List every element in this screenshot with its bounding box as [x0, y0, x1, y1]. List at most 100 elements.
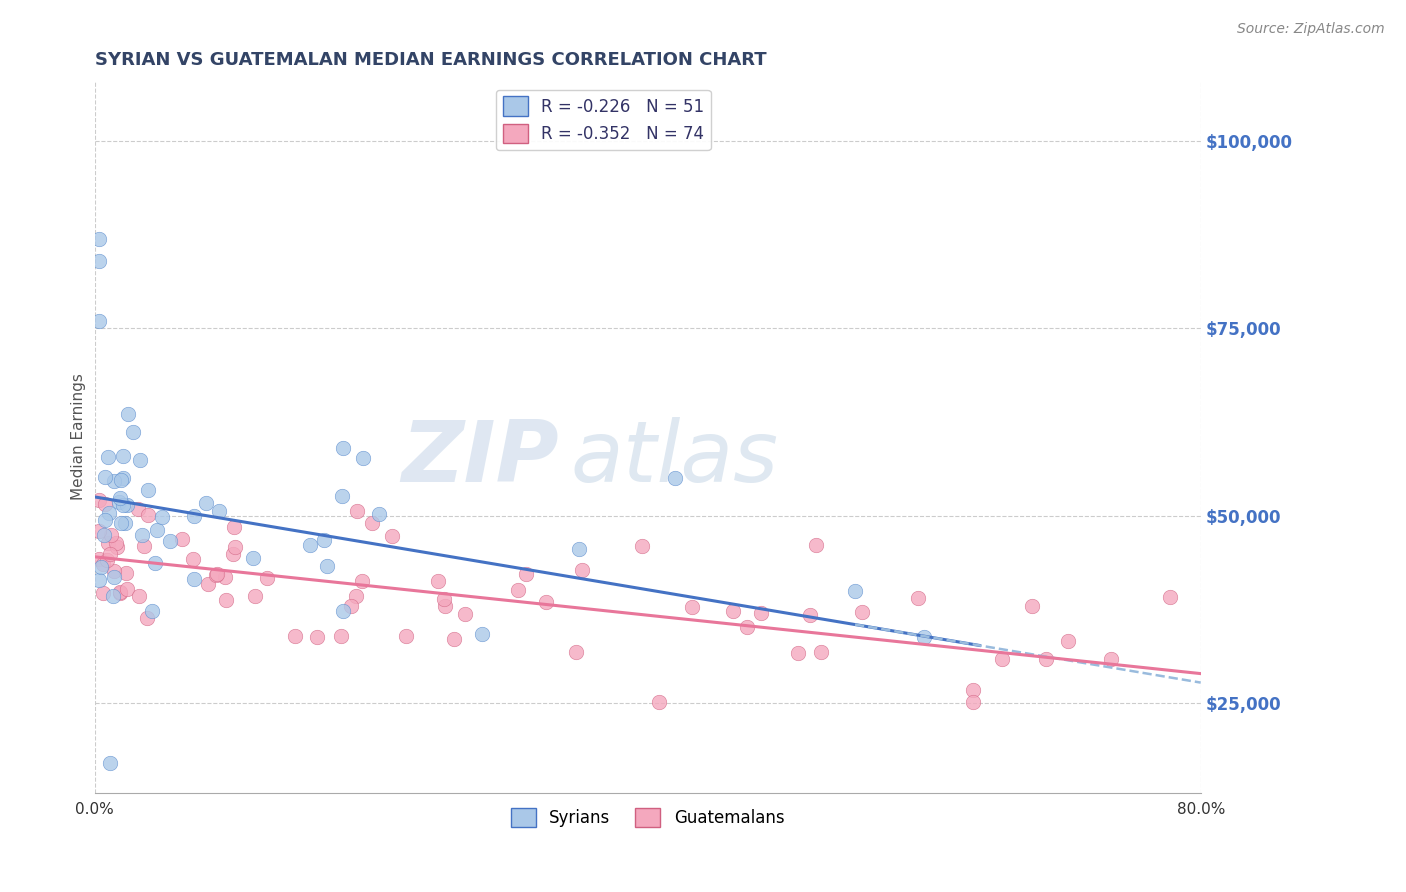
Point: [305, 630, 328, 644]
Point: [332, 604, 354, 618]
Point: [170, 532, 193, 546]
Point: [108, 585, 131, 599]
Point: [136, 508, 159, 522]
Point: [100, 527, 122, 541]
Point: [284, 629, 307, 643]
Point: [115, 498, 138, 512]
Point: [1159, 590, 1181, 604]
Point: [786, 646, 808, 660]
Point: [962, 695, 984, 709]
Point: [183, 573, 205, 587]
Point: [454, 607, 477, 621]
Point: [962, 682, 984, 697]
Point: [395, 629, 418, 643]
Point: [749, 606, 772, 620]
Point: [991, 652, 1014, 666]
Point: [534, 595, 557, 609]
Point: [664, 471, 686, 485]
Point: [114, 566, 136, 581]
Point: [159, 533, 181, 548]
Point: [299, 538, 322, 552]
Point: [433, 592, 456, 607]
Point: [103, 570, 125, 584]
Point: [330, 489, 353, 503]
Point: [567, 541, 589, 556]
Point: [1035, 652, 1057, 666]
Point: [208, 503, 231, 517]
Point: [150, 510, 173, 524]
Point: [121, 425, 143, 439]
Point: [197, 576, 219, 591]
Legend: Syrians, Guatemalans: Syrians, Guatemalans: [505, 802, 792, 834]
Point: [647, 696, 669, 710]
Point: [94, 497, 117, 511]
Point: [87, 231, 110, 245]
Point: [330, 628, 353, 642]
Point: [215, 593, 238, 607]
Point: [127, 502, 149, 516]
Point: [97, 536, 120, 550]
Point: [98, 756, 121, 770]
Point: [735, 620, 758, 634]
Point: [1099, 652, 1122, 666]
Point: [1056, 634, 1078, 648]
Point: [515, 567, 537, 582]
Point: [104, 536, 127, 550]
Point: [471, 627, 494, 641]
Point: [131, 528, 153, 542]
Point: [224, 519, 246, 533]
Point: [114, 516, 136, 530]
Y-axis label: Median Earnings: Median Earnings: [72, 374, 86, 500]
Point: [107, 495, 129, 509]
Text: SYRIAN VS GUATEMALAN MEDIAN EARNINGS CORRELATION CHART: SYRIAN VS GUATEMALAN MEDIAN EARNINGS COR…: [94, 51, 766, 69]
Point: [136, 483, 159, 497]
Point: [205, 567, 228, 582]
Point: [96, 450, 118, 464]
Point: [112, 470, 135, 484]
Point: [115, 582, 138, 597]
Point: [143, 556, 166, 570]
Point: [87, 524, 110, 538]
Point: [117, 407, 139, 421]
Point: [98, 547, 121, 561]
Point: [89, 559, 111, 574]
Point: [105, 541, 128, 555]
Point: [111, 449, 134, 463]
Point: [110, 516, 132, 530]
Point: [108, 491, 131, 506]
Point: [205, 567, 228, 582]
Point: [103, 564, 125, 578]
Point: [87, 314, 110, 328]
Point: [851, 605, 873, 619]
Point: [141, 604, 163, 618]
Point: [312, 533, 335, 547]
Point: [506, 583, 529, 598]
Point: [844, 584, 866, 599]
Point: [381, 529, 404, 543]
Point: [360, 516, 382, 531]
Point: [108, 585, 131, 599]
Point: [350, 574, 373, 588]
Point: [103, 474, 125, 488]
Text: atlas: atlas: [571, 417, 778, 500]
Point: [224, 540, 246, 554]
Point: [87, 492, 110, 507]
Point: [344, 590, 367, 604]
Point: [87, 573, 110, 587]
Point: [426, 574, 449, 588]
Point: [110, 473, 132, 487]
Point: [96, 553, 118, 567]
Point: [316, 558, 339, 573]
Point: [804, 538, 827, 552]
Text: Source: ZipAtlas.com: Source: ZipAtlas.com: [1237, 22, 1385, 37]
Point: [443, 632, 465, 646]
Point: [93, 470, 115, 484]
Point: [564, 645, 586, 659]
Point: [352, 450, 374, 465]
Point: [112, 498, 135, 512]
Point: [243, 589, 266, 603]
Point: [103, 589, 125, 603]
Point: [214, 570, 236, 584]
Point: [194, 496, 217, 510]
Point: [97, 507, 120, 521]
